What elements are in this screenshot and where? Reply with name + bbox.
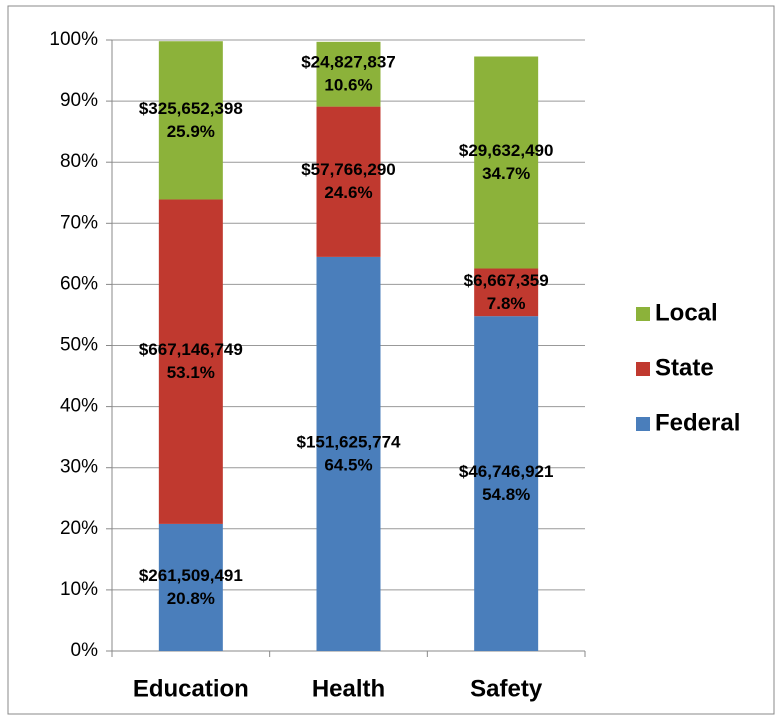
y-tick-label: 100%	[49, 29, 98, 50]
legend-swatch	[636, 307, 650, 321]
value-label: 20.8%	[167, 589, 215, 608]
chart-border	[7, 5, 775, 715]
legend-label: Federal	[655, 409, 740, 436]
amount-label: $24,827,837	[301, 53, 396, 72]
x-tick-label: Health	[312, 675, 385, 702]
legend-label: State	[655, 354, 714, 381]
y-tick-label: 40%	[60, 396, 98, 417]
amount-label: $57,766,290	[301, 160, 396, 179]
y-tick-label: 90%	[60, 90, 98, 111]
bar-segment	[316, 106, 381, 257]
y-tick-label: 60%	[60, 273, 98, 294]
amount-label: $46,746,921	[459, 462, 554, 481]
y-tick-label: 80%	[60, 151, 98, 172]
bar-segment	[474, 268, 539, 317]
bar-segment	[474, 56, 539, 269]
y-tick-label: 0%	[71, 640, 99, 661]
amount-label: $261,509,491	[139, 566, 243, 585]
value-label: 7.8%	[487, 294, 526, 313]
value-label: 25.9%	[167, 122, 215, 141]
y-tick-label: 30%	[60, 457, 98, 478]
bar-segment	[158, 523, 223, 651]
value-label: 53.1%	[167, 363, 215, 382]
amount-label: $29,632,490	[459, 141, 554, 160]
amount-label: $667,146,749	[139, 340, 243, 359]
legend-swatch	[636, 362, 650, 376]
value-label: 54.8%	[482, 485, 530, 504]
amount-label: $325,652,398	[139, 99, 243, 118]
y-tick-label: 10%	[60, 579, 98, 600]
bar-segment	[316, 256, 381, 651]
y-tick-label: 70%	[60, 212, 98, 233]
y-tick-label: 50%	[60, 335, 98, 356]
y-tick-label: 20%	[60, 518, 98, 539]
bar-segment	[158, 199, 223, 524]
value-label: 64.5%	[324, 455, 372, 474]
bar-segment	[158, 41, 223, 200]
value-label: 10.6%	[324, 76, 372, 95]
x-tick-label: Education	[133, 675, 249, 702]
x-tick-label: Safety	[470, 675, 543, 702]
bar-segment	[316, 41, 381, 107]
value-label: 24.6%	[324, 183, 372, 202]
amount-label: $6,667,359	[464, 271, 549, 290]
legend-swatch	[636, 417, 650, 431]
value-label: 34.7%	[482, 164, 530, 183]
legend-label: Local	[655, 299, 718, 326]
amount-label: $151,625,774	[297, 432, 402, 451]
bar-segment	[474, 316, 539, 651]
